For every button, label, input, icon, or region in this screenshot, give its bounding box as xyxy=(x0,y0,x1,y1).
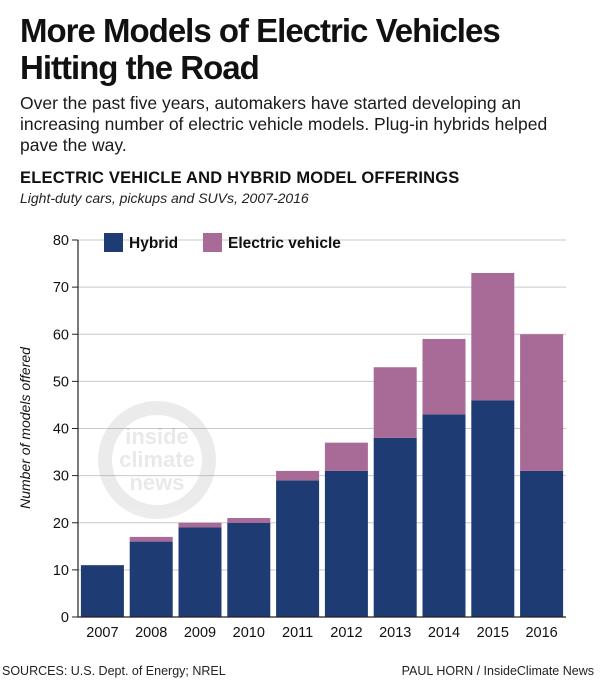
bar-hybrid xyxy=(178,527,222,617)
x-tick-label: 2010 xyxy=(233,625,265,641)
y-axis-label: Number of models offered xyxy=(17,346,33,509)
y-tick-label: 0 xyxy=(61,610,69,626)
x-tick-label: 2015 xyxy=(477,625,509,641)
bar-electric-vehicle xyxy=(178,522,222,528)
bar-hybrid xyxy=(471,400,515,617)
x-tick-label: 2012 xyxy=(330,625,362,641)
legend-swatch xyxy=(203,233,222,252)
bar-hybrid xyxy=(80,565,124,617)
watermark-ring xyxy=(98,401,216,519)
x-tick-label: 2014 xyxy=(428,625,460,641)
bar-electric-vehicle xyxy=(227,518,271,523)
y-tick-label: 10 xyxy=(53,563,69,579)
bar-electric-vehicle xyxy=(373,367,417,438)
watermark-text: climate xyxy=(119,447,195,472)
y-tick-label: 40 xyxy=(53,422,69,438)
x-tick-label: 2007 xyxy=(86,625,118,641)
legend-label: Electric vehicle xyxy=(228,235,341,252)
watermark-text: inside xyxy=(125,424,189,449)
bar-hybrid xyxy=(129,541,173,617)
bar-electric-vehicle xyxy=(129,536,173,542)
legend-label: Hybrid xyxy=(129,235,178,252)
x-tick-label: 2016 xyxy=(525,625,557,641)
legend-swatch xyxy=(104,233,123,252)
y-tick-label: 80 xyxy=(53,233,69,249)
bar-hybrid xyxy=(422,414,466,617)
bar-electric-vehicle xyxy=(422,338,466,415)
bar-electric-vehicle xyxy=(324,442,368,471)
bar-electric-vehicle xyxy=(520,334,564,471)
watermark-text: news xyxy=(129,470,184,495)
x-tick-label: 2008 xyxy=(135,625,167,641)
credit-line: PAUL HORN / InsideClimate News xyxy=(401,664,594,678)
y-tick-label: 70 xyxy=(53,280,69,296)
x-tick-label: 2011 xyxy=(282,625,313,641)
y-tick-label: 50 xyxy=(53,374,69,390)
chart-title: ELECTRIC VEHICLE AND HYBRID MODEL OFFERI… xyxy=(20,169,460,187)
bar-hybrid xyxy=(324,470,368,617)
sources-note: SOURCES: U.S. Dept. of Energy; NREL xyxy=(2,664,226,678)
bar-hybrid xyxy=(276,480,320,617)
chart-subtitle: Light-duty cars, pickups and SUVs, 2007-… xyxy=(20,190,309,206)
y-tick-label: 20 xyxy=(53,516,69,532)
y-tick-label: 30 xyxy=(53,469,69,485)
dek: Over the past five years, automakers hav… xyxy=(20,93,548,155)
x-tick-label: 2013 xyxy=(379,625,411,641)
headline: More Models of Electric Vehicles Hitting… xyxy=(20,12,501,86)
y-tick-label: 60 xyxy=(53,327,69,343)
x-tick-label: 2009 xyxy=(184,625,216,641)
bar-hybrid xyxy=(373,437,417,617)
bar-hybrid xyxy=(227,522,271,617)
bar-hybrid xyxy=(520,470,564,617)
bar-electric-vehicle xyxy=(276,470,320,481)
bar-electric-vehicle xyxy=(471,272,515,401)
